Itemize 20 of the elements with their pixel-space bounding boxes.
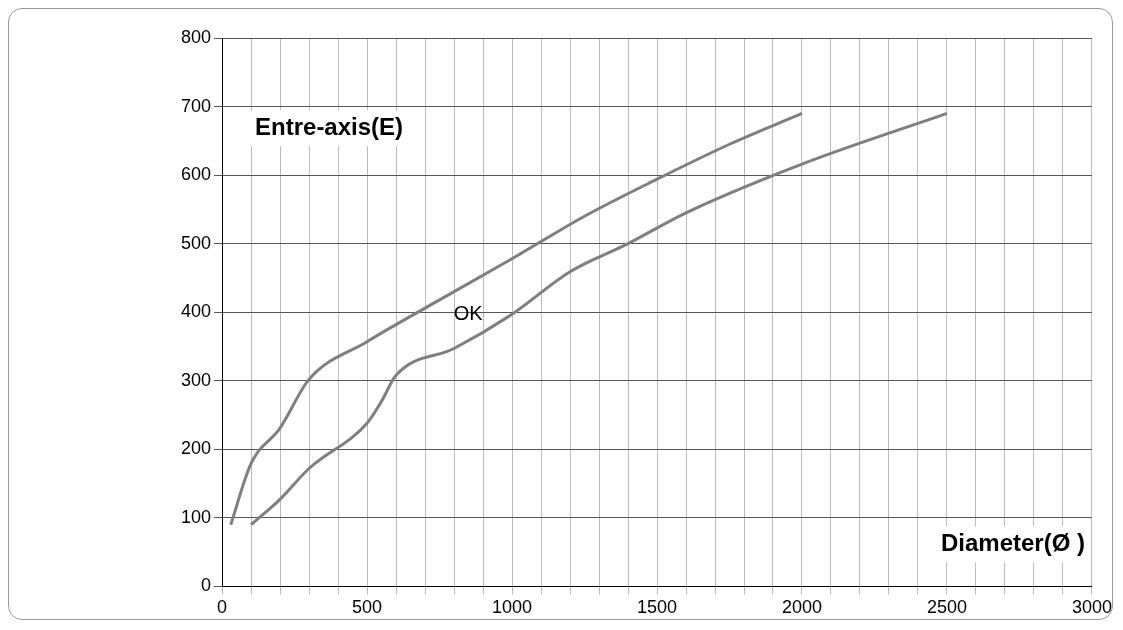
x-tick-label: 500 <box>352 597 383 618</box>
x-tick-label: 2500 <box>926 597 968 618</box>
y-tick-label: 100 <box>180 506 212 527</box>
x-tick-label: 3000 <box>1071 597 1112 618</box>
y-tick-label: 500 <box>180 232 212 253</box>
line-series <box>249 111 949 527</box>
y-axis-title: Entre-axis(E) <box>255 112 404 140</box>
x-tick-label: 1500 <box>636 597 678 618</box>
x-tick-label: 0 <box>217 597 228 618</box>
y-tick-label: 700 <box>180 95 212 116</box>
x-axis-title: Diameter(Ø ) <box>940 529 1085 557</box>
line-series <box>229 111 804 527</box>
y-tick-label: 600 <box>180 164 212 185</box>
x-tick-label: 2000 <box>781 597 823 618</box>
y-tick-label: 0 <box>201 575 212 596</box>
y-tick-label: 200 <box>180 438 212 459</box>
y-tick-label: 400 <box>180 301 212 322</box>
x-tick-label: 1000 <box>491 597 533 618</box>
y-tick-label: 800 <box>180 26 212 47</box>
y-tick-label: 300 <box>180 369 212 390</box>
